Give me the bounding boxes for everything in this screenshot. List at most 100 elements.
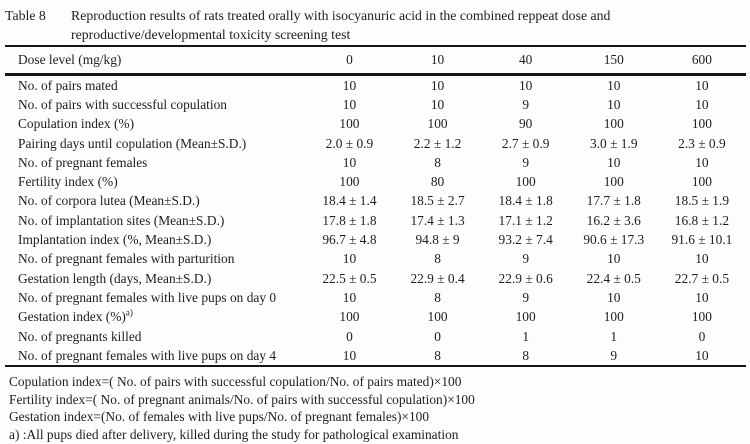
row-label: No. of pairs mated bbox=[18, 77, 118, 93]
row-label: No. of pregnant females bbox=[18, 154, 148, 170]
cell-value: 10 bbox=[342, 77, 357, 93]
cell-value: 10 bbox=[342, 289, 357, 305]
cell-value: 100 bbox=[691, 116, 712, 132]
cell-value: 18.4 ± 1.8 bbox=[498, 193, 553, 209]
table-row: No. of pregnant females with parturition… bbox=[5, 250, 746, 269]
row-label: No. of pregnants killed bbox=[18, 328, 142, 344]
cell-value: 10 bbox=[607, 77, 621, 93]
row-label: Implantation index (%, Mean±S.D.) bbox=[18, 232, 212, 248]
cell-value: 2.3 ± 0.9 bbox=[678, 135, 726, 151]
cell-value: 8 bbox=[434, 347, 441, 363]
row-label: No. of corpora lutea (Mean±S.D.) bbox=[18, 193, 200, 209]
dose-value-150: 150 bbox=[569, 46, 658, 76]
cell-value: 10 bbox=[607, 96, 621, 112]
dose-value-10: 10 bbox=[393, 46, 482, 76]
table-row: No. of pairs with successful copulation … bbox=[5, 95, 746, 114]
row-label: No. of pregnant females with live pups o… bbox=[18, 347, 277, 363]
table-title: Table 8 Reproduction results of rats tre… bbox=[5, 6, 746, 44]
cell-value: 16.2 ± 3.6 bbox=[586, 212, 641, 228]
footnote-copulation-index: Copulation index=( No. of pairs with suc… bbox=[9, 374, 462, 390]
cell-value: 17.4 ± 1.3 bbox=[410, 212, 465, 228]
cell-value: 22.7 ± 0.5 bbox=[674, 270, 730, 286]
cell-value: 100 bbox=[427, 309, 448, 325]
cell-value: 1 bbox=[522, 328, 530, 344]
cell-value: 0 bbox=[346, 328, 353, 344]
cell-value: 16.8 ± 1.2 bbox=[674, 212, 730, 228]
table-caption: Reproduction results of rats treated ora… bbox=[71, 6, 610, 44]
cell-value: 94.8 ± 9 bbox=[415, 232, 460, 248]
cell-value: 10 bbox=[695, 154, 709, 170]
cell-value: 100 bbox=[427, 116, 448, 132]
footnote-a: a) :All pups died after delivery, killed… bbox=[9, 426, 459, 442]
cell-value: 9 bbox=[522, 96, 530, 112]
cell-value: 90 bbox=[518, 116, 533, 132]
cell-value: 2.2 ± 1.2 bbox=[413, 135, 462, 151]
cell-value: 2.7 ± 0.9 bbox=[501, 135, 550, 151]
table-number: Table 8 bbox=[5, 8, 46, 23]
cell-value: 18.4 ± 1.4 bbox=[322, 193, 377, 209]
table-row: No. of pregnants killed 0 0 1 1 0 bbox=[5, 327, 746, 346]
table-row: Gestation index (%)a) 100 100 100 100 10… bbox=[5, 308, 746, 327]
cell-value: 8 bbox=[434, 289, 441, 305]
footnotes: Copulation index=( No. of pairs with suc… bbox=[9, 373, 746, 443]
row-label: No. of pregnant females with live pups o… bbox=[18, 289, 277, 305]
row-label: Gestation index (%)a) bbox=[5, 308, 305, 327]
cell-value: 22.9 ± 0.6 bbox=[498, 270, 553, 286]
cell-value: 18.5 ± 1.9 bbox=[674, 193, 730, 209]
cell-value: 10 bbox=[430, 77, 445, 93]
row-label: No. of pairs with successful copulation bbox=[18, 96, 227, 112]
cell-value: 100 bbox=[339, 309, 360, 325]
cell-value: 100 bbox=[691, 309, 712, 325]
cell-value: 100 bbox=[603, 116, 624, 132]
dose-value-0: 0 bbox=[305, 46, 394, 76]
row-label: Copulation index (%) bbox=[18, 116, 135, 132]
cell-value: 100 bbox=[339, 174, 360, 190]
cell-value: 10 bbox=[695, 77, 709, 93]
title-line-1: Reproduction results of rats treated ora… bbox=[71, 8, 611, 23]
row-label: No. of pregnant females with parturition bbox=[18, 251, 235, 267]
cell-value: 17.8 ± 1.8 bbox=[322, 212, 377, 228]
cell-value: 100 bbox=[691, 174, 712, 190]
cell-value: 10 bbox=[430, 96, 445, 112]
dose-header-row: Dose level (mg/kg) 0 10 40 150 600 bbox=[5, 46, 746, 76]
cell-value: 3.0 ± 1.9 bbox=[590, 135, 638, 151]
title-line-2: reproductive/developmental toxicity scre… bbox=[71, 27, 351, 42]
cell-value: 90.6 ± 17.3 bbox=[583, 232, 645, 248]
cell-value: 9 bbox=[522, 289, 530, 305]
cell-value: 10 bbox=[695, 347, 709, 363]
cell-value: 8 bbox=[434, 154, 441, 170]
dose-value-600: 600 bbox=[657, 46, 746, 76]
cell-value: 8 bbox=[434, 251, 441, 267]
cell-value: 9 bbox=[522, 251, 530, 267]
footnote-gestation-index: Gestation index=(No. of females with liv… bbox=[9, 409, 430, 425]
cell-value: 10 bbox=[607, 154, 621, 170]
cell-value: 10 bbox=[695, 251, 709, 267]
cell-value: 10 bbox=[518, 77, 533, 93]
cell-value: 10 bbox=[342, 154, 357, 170]
results-table: Dose level (mg/kg) 0 10 40 150 600 No. o… bbox=[5, 45, 746, 368]
cell-value: 100 bbox=[603, 309, 624, 325]
table-row: No. of corpora lutea (Mean±S.D.) 18.4 ± … bbox=[5, 192, 746, 211]
cell-value: 100 bbox=[515, 174, 536, 190]
cell-value: 80 bbox=[430, 174, 445, 190]
cell-value: 10 bbox=[695, 289, 709, 305]
table-row: Copulation index (%) 100 100 90 100 100 bbox=[5, 115, 746, 134]
cell-value: 91.6 ± 10.1 bbox=[671, 232, 733, 248]
table-row: No. of pregnant females with live pups o… bbox=[5, 288, 746, 307]
cell-value: 22.5 ± 0.5 bbox=[322, 270, 377, 286]
cell-value: 93.2 ± 7.4 bbox=[498, 232, 553, 248]
cell-value: 10 bbox=[695, 96, 709, 112]
row-label: Gestation length (days, Mean±S.D.) bbox=[18, 270, 212, 286]
cell-value: 0 bbox=[698, 328, 706, 344]
cell-value: 8 bbox=[522, 347, 530, 363]
cell-value: 10 bbox=[342, 251, 357, 267]
cell-value: 10 bbox=[607, 251, 621, 267]
cell-value: 100 bbox=[515, 309, 536, 325]
table-row: No. of pregnant females 10 8 9 10 10 bbox=[5, 153, 746, 172]
footnote-marker: a) bbox=[125, 307, 133, 318]
row-label: Fertility index (%) bbox=[18, 174, 118, 190]
dose-level-label: Dose level (mg/kg) bbox=[5, 46, 306, 76]
cell-value: 9 bbox=[522, 154, 530, 170]
cell-value: 100 bbox=[603, 174, 624, 190]
